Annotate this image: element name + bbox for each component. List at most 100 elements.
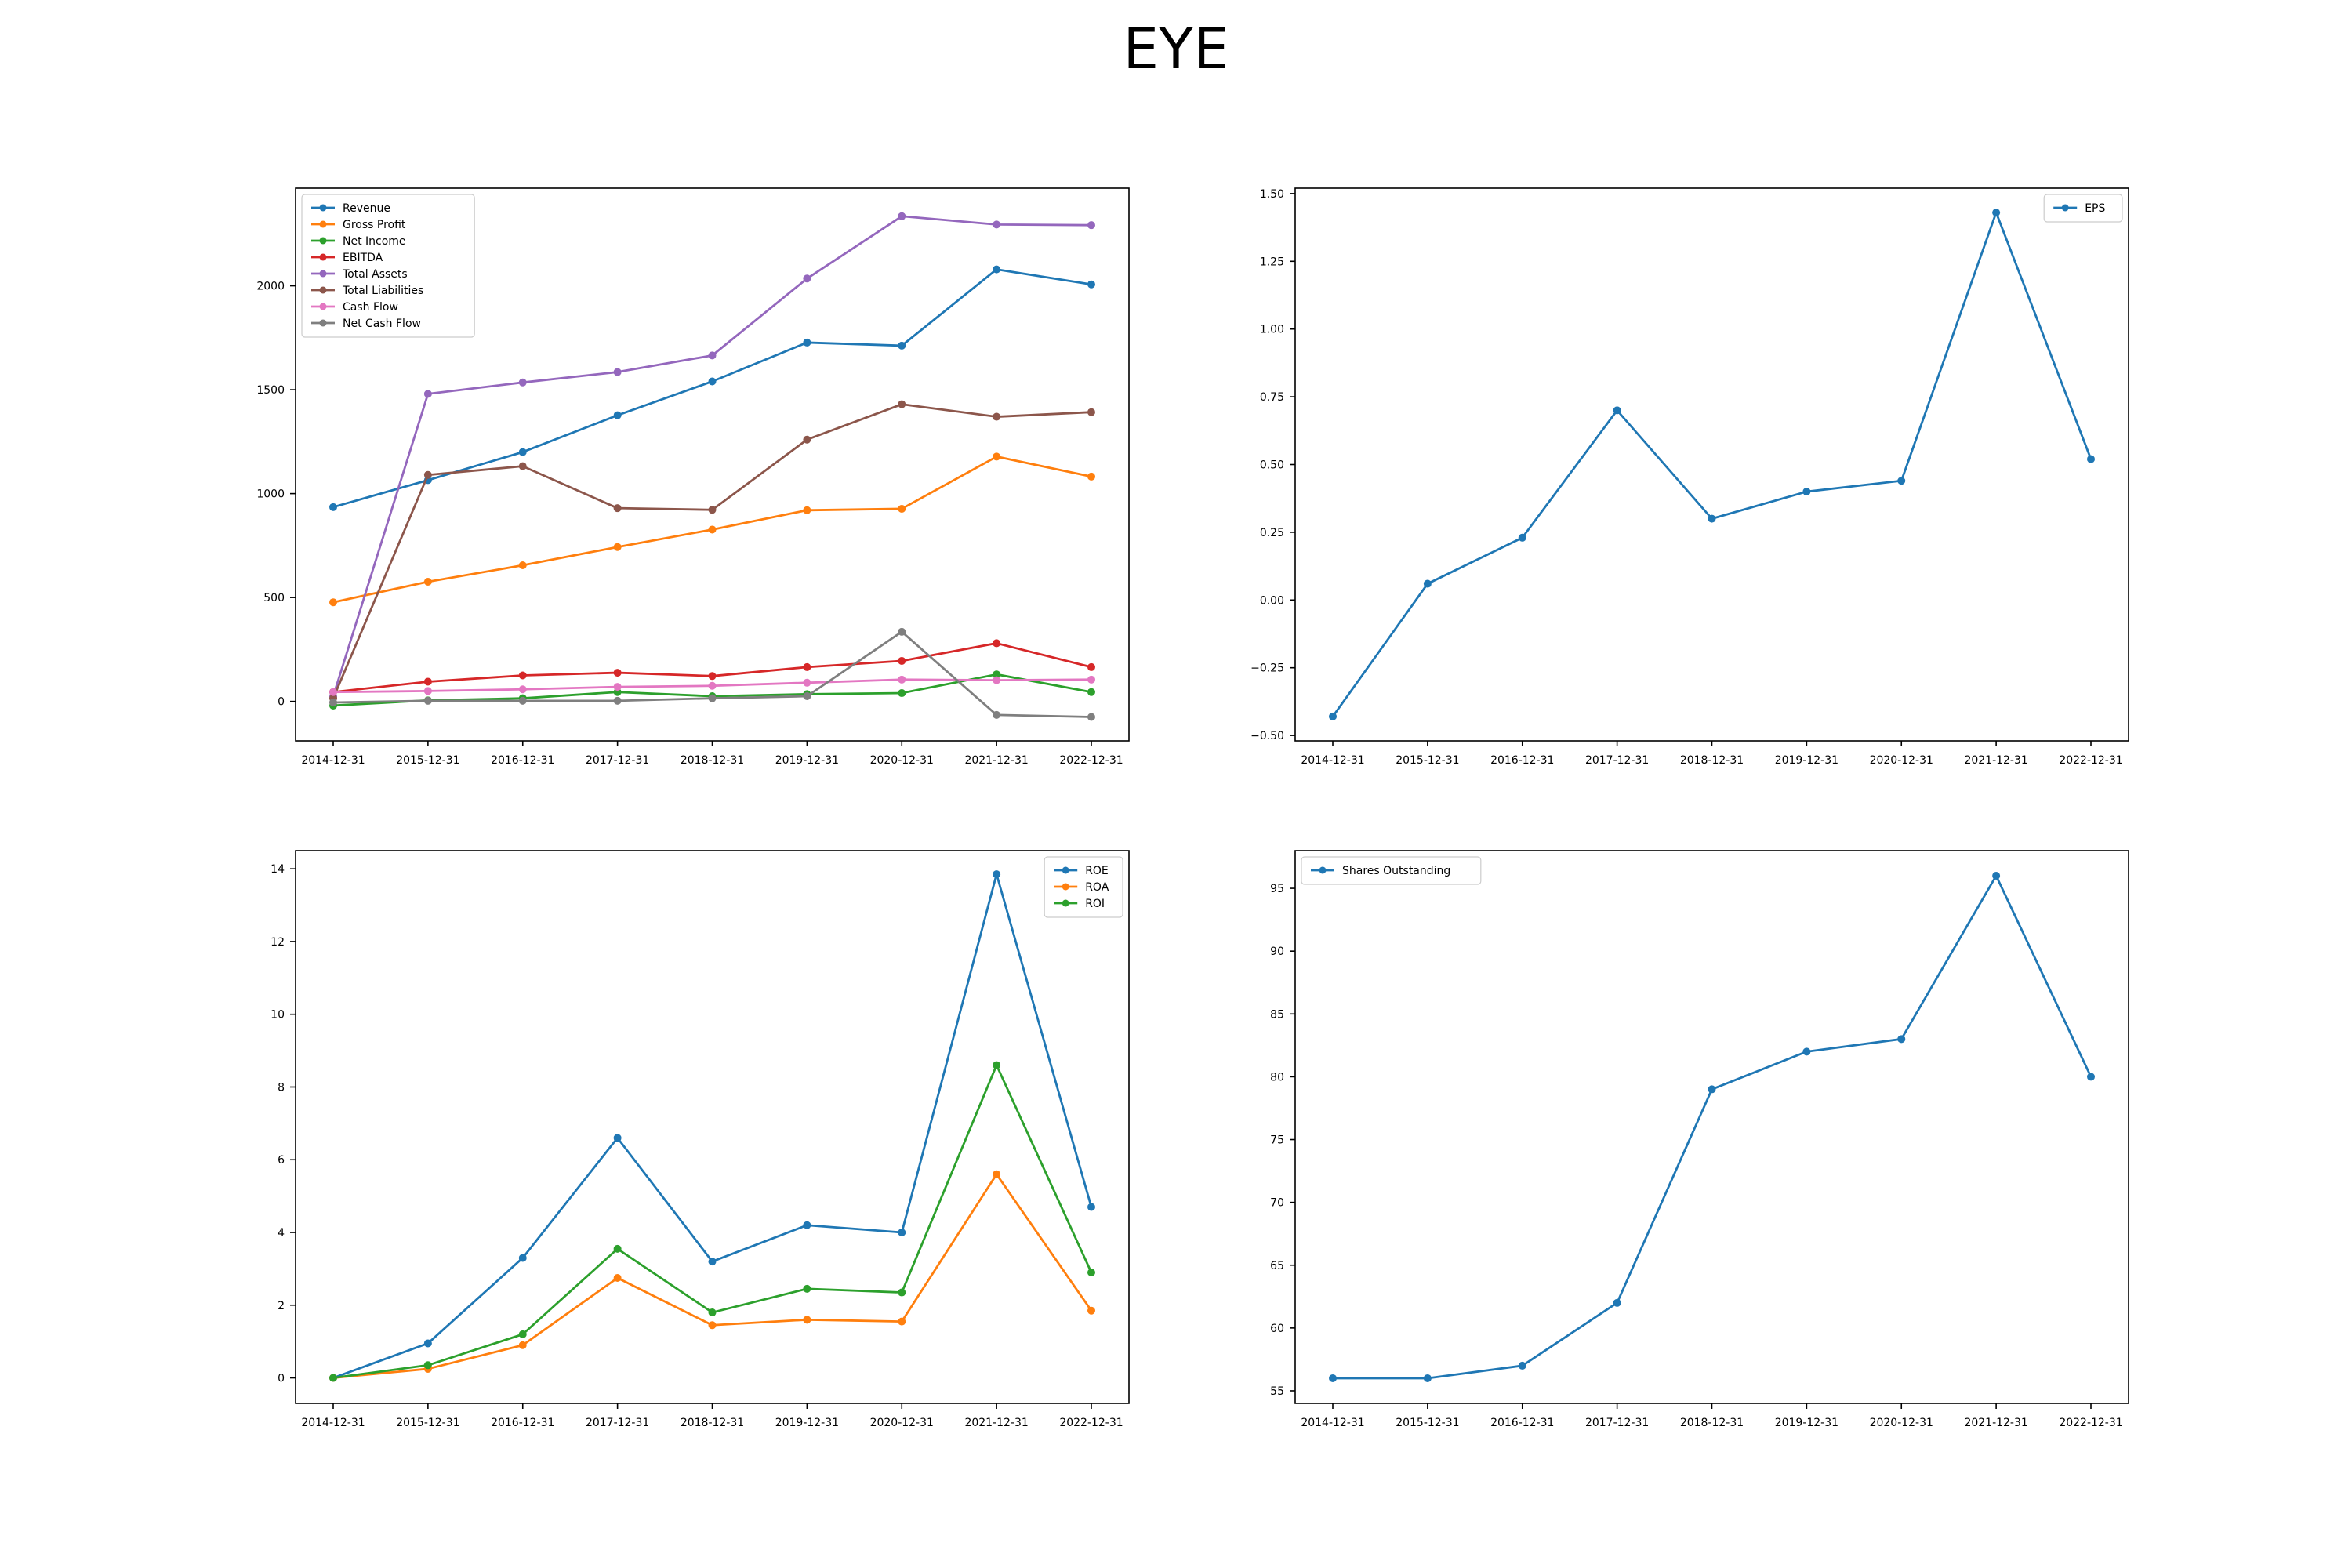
data-point-roa	[803, 1316, 811, 1324]
legend-box	[2043, 194, 2123, 223]
legend-box	[301, 194, 475, 338]
x-tick-label: 2019-12-31	[775, 1417, 839, 1429]
chart-financials: 2014-12-31 2015-12-31 2016-12-31 2017-12-31…	[256, 187, 1130, 767]
data-point-net-cash-flow	[613, 696, 622, 705]
y-tick-label: 75	[1270, 1134, 1284, 1147]
data-point-ebitda	[803, 662, 811, 671]
data-point-total-assets	[803, 274, 811, 283]
y-tick-label: 14	[270, 863, 285, 876]
x-tick-label: 2022-12-31	[1059, 1417, 1123, 1429]
data-point-net-cash-flow	[993, 710, 1001, 719]
x-tick-label: 2014-12-31	[301, 754, 365, 767]
data-point-net-cash-flow	[329, 698, 337, 706]
data-point-net-income	[898, 689, 906, 698]
y-tick-label: 60	[1270, 1323, 1284, 1335]
y-tick-label: 85	[1270, 1008, 1284, 1021]
x-tick-label: 2022-12-31	[2059, 754, 2122, 767]
x-tick-label: 2020-12-31	[1870, 1417, 1933, 1429]
data-point-revenue	[518, 448, 527, 456]
series-line-roi	[332, 1064, 1093, 1379]
data-point-gross-profit	[329, 598, 337, 607]
data-point-eps	[1518, 533, 1526, 542]
x-tick-label: 2014-12-31	[301, 1417, 365, 1429]
data-point-ebitda	[1087, 662, 1095, 671]
data-point-net-cash-flow	[1087, 713, 1095, 721]
legend-marker-net-cash-flow	[319, 319, 327, 327]
data-point-revenue	[613, 411, 622, 419]
legend-marker-roe	[1062, 866, 1069, 874]
x-tick-label: 2016-12-31	[1490, 1417, 1554, 1429]
legend-marker-shares-outstanding	[1319, 866, 1327, 874]
data-point-shares-outstanding	[1802, 1047, 1811, 1056]
data-point-roi	[613, 1244, 622, 1253]
data-point-revenue	[898, 341, 906, 350]
data-point-total-assets	[613, 368, 622, 376]
x-tick-label: 2022-12-31	[2059, 1417, 2122, 1429]
legend-marker-gross-profit	[319, 220, 327, 228]
x-tick-label: 2019-12-31	[1775, 1417, 1838, 1429]
x-tick-label: 2018-12-31	[681, 1417, 744, 1429]
data-point-revenue	[1087, 280, 1095, 289]
y-tick-label: 500	[263, 592, 285, 604]
data-point-total-assets	[423, 390, 432, 398]
data-point-roi	[518, 1330, 527, 1338]
data-point-total-assets	[518, 378, 527, 387]
x-tick-label: 2021-12-31	[1964, 1417, 2027, 1429]
y-tick-label: 0	[278, 696, 285, 709]
data-point-total-liabilities	[423, 470, 432, 479]
series-line-roa	[332, 1173, 1093, 1379]
legend-label-net-income: Net Income	[343, 235, 406, 248]
chart-returns: 2014-12-31 2015-12-31 2016-12-31 2017-12-31…	[270, 850, 1130, 1429]
data-point-shares-outstanding	[1423, 1374, 1432, 1382]
legend-marker-roi	[1062, 899, 1069, 907]
data-point-cash-flow	[613, 683, 622, 691]
data-point-roi	[708, 1308, 717, 1317]
x-tick-label: 2021-12-31	[964, 754, 1028, 767]
y-tick-label: 2	[278, 1300, 285, 1312]
data-point-eps	[1708, 514, 1716, 523]
data-point-roi	[423, 1361, 432, 1370]
y-tick-label: 6	[278, 1154, 285, 1167]
data-point-cash-flow	[518, 685, 527, 694]
legend-marker-total-assets	[319, 270, 327, 278]
x-tick-label: 2020-12-31	[870, 1417, 934, 1429]
data-point-cash-flow	[1087, 675, 1095, 684]
data-point-net-cash-flow	[898, 627, 906, 636]
legend-marker-eps	[2061, 204, 2069, 212]
data-point-ebitda	[613, 669, 622, 677]
y-tick-label: 65	[1270, 1260, 1284, 1272]
data-point-net-cash-flow	[518, 696, 527, 705]
legend-label-net-cash-flow: Net Cash Flow	[343, 318, 421, 330]
legend-label-revenue: Revenue	[343, 202, 390, 215]
legend-box	[1301, 856, 1482, 885]
y-tick-label: 0.25	[1260, 527, 1284, 539]
y-tick-label: 55	[1270, 1385, 1284, 1398]
legend-marker-ebitda	[319, 253, 327, 261]
data-point-roi	[1087, 1269, 1095, 1277]
legend-label-total-assets: Total Assets	[342, 268, 408, 281]
data-point-roe	[518, 1254, 527, 1262]
data-point-eps	[1802, 488, 1811, 496]
data-point-net-income	[1087, 688, 1095, 696]
x-tick-label: 2020-12-31	[870, 754, 934, 767]
y-tick-label: 1.25	[1260, 256, 1284, 268]
data-point-cash-flow	[423, 687, 432, 695]
chart-shares-outstanding: 2014-12-31 2015-12-31 2016-12-31 2017-12-31…	[1270, 850, 2129, 1429]
legend: Shares Outstanding	[1301, 856, 1482, 885]
y-tick-label: 0.50	[1260, 459, 1284, 472]
legend: Revenue Gross Profit Net Income EBITDA Total…	[301, 194, 475, 338]
x-tick-label: 2016-12-31	[1490, 754, 1554, 767]
data-point-total-liabilities	[898, 400, 906, 408]
legend-label-roa: ROA	[1085, 881, 1109, 894]
y-tick-label: 1000	[256, 488, 285, 501]
y-tick-label: 1.00	[1260, 324, 1284, 336]
data-point-net-income	[993, 670, 1001, 679]
data-point-gross-profit	[613, 543, 622, 551]
y-tick-label: 12	[270, 936, 285, 949]
data-point-roa	[993, 1170, 1001, 1178]
y-tick-label: 1.50	[1260, 188, 1284, 201]
data-point-ebitda	[708, 672, 717, 681]
data-point-total-assets	[898, 212, 906, 220]
chart-eps: 2014-12-31 2015-12-31 2016-12-31 2017-12-31…	[1250, 187, 2129, 767]
data-point-total-assets	[708, 351, 717, 360]
